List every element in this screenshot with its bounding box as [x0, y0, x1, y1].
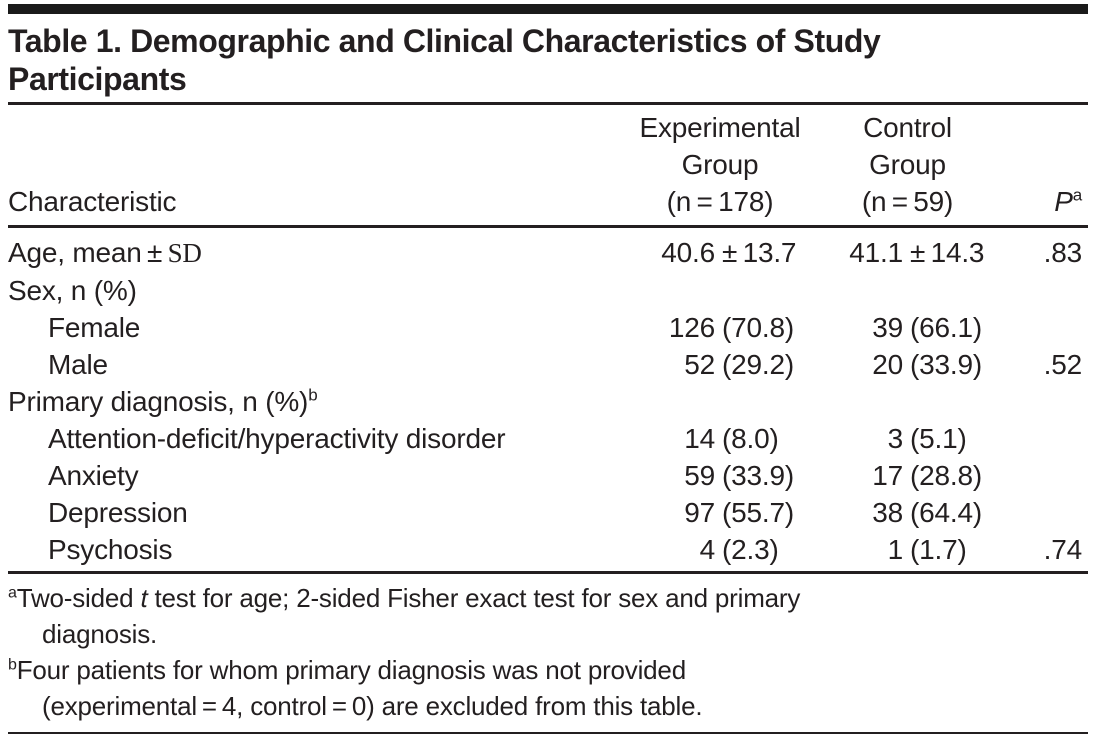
experimental-value: [620, 272, 820, 309]
control-value: 20 (33.9): [872, 349, 982, 380]
p-value: .74: [995, 531, 1088, 574]
experimental-value: 126 (70.8): [668, 312, 794, 343]
row-label: Primary diagnosis, n (%)b: [8, 385, 318, 417]
p-value: [995, 494, 1088, 531]
header-control-group: Control Group (n = 59): [820, 105, 995, 228]
experimental-value: 40.6 ± 13.7: [661, 237, 797, 268]
header-row: Characteristic Experimental Group (n = 1…: [8, 105, 1088, 228]
p-value: [995, 383, 1088, 420]
table-row-sex: Sex, n (%): [8, 272, 1088, 309]
control-value: 3 (5.1): [887, 423, 967, 454]
table-row-adhd: Attention-deficit/hyperactivity disorder…: [8, 420, 1088, 457]
title-rule: [8, 102, 1088, 105]
table-body: Age, mean ± SD 40.6 ± 13.7 41.1 ± 14.3 .83…: [8, 227, 1088, 574]
table-row-age: Age, mean ± SD 40.6 ± 13.7 41.1 ± 14.3 .83: [8, 227, 1088, 273]
p-value: [995, 309, 1088, 346]
p-value: [995, 457, 1088, 494]
experimental-value: 4 (2.3): [620, 531, 820, 574]
p-superscript-a: a: [1072, 185, 1082, 205]
experimental-value: 52 (29.2): [684, 349, 794, 380]
table-row-anxiety: Anxiety 59 (33.9) 17 (28.8): [8, 457, 1088, 494]
footnote-a-text-post: test for age; 2-sided Fisher exact test …: [42, 583, 801, 649]
row-label: Male: [48, 349, 108, 380]
demographics-table: Characteristic Experimental Group (n = 1…: [8, 105, 1088, 574]
p-label: P: [1054, 186, 1073, 217]
top-bar: [8, 4, 1088, 14]
sd-serif-text: SD: [167, 238, 202, 268]
table-row-psychosis: Psychosis 4 (2.3) 1 (1.7) .74: [8, 531, 1088, 574]
row-label: Attention-deficit/hyperactivity disorder: [48, 423, 506, 454]
footnote-a: aTwo-sided t test for age; 2-sided Fishe…: [8, 580, 1088, 652]
footnote-a-marker: a: [8, 584, 17, 602]
footnote-b: bFour patients for whom primary diagnosi…: [8, 652, 1088, 724]
control-value: 1 (1.7): [820, 531, 995, 574]
footnote-b-reference: b: [308, 385, 318, 405]
header-p-value: Pa: [995, 105, 1088, 228]
table-title: Table 1. Demographic and Clinical Charac…: [8, 23, 881, 97]
experimental-value: 59 (33.9): [684, 460, 794, 491]
p-value: [995, 272, 1088, 309]
table-header: Characteristic Experimental Group (n = 1…: [8, 105, 1088, 228]
control-value: 38 (64.4): [872, 497, 982, 528]
footnote-a-text-pre: Two-sided: [16, 583, 141, 613]
bottom-rule: [8, 732, 1088, 734]
row-label: Sex, n (%): [8, 275, 137, 306]
header-characteristic: Characteristic: [8, 105, 620, 228]
table-row-depression: Depression 97 (55.7) 38 (64.4): [8, 494, 1088, 531]
p-value: .52: [1043, 349, 1083, 380]
row-label: Female: [48, 312, 141, 343]
row-label: Psychosis: [8, 531, 620, 574]
control-value: 41.1 ± 14.3: [849, 237, 985, 268]
footnote-b-marker: b: [8, 656, 17, 674]
table-row-male: Male 52 (29.2) 20 (33.9) .52: [8, 346, 1088, 383]
control-value: [820, 272, 995, 309]
control-value: 39 (66.1): [872, 312, 982, 343]
experimental-value: 97 (55.7): [684, 497, 794, 528]
row-label: Anxiety: [48, 460, 139, 491]
table-row-primary-diagnosis: Primary diagnosis, n (%)b: [8, 383, 1088, 420]
p-value: .83: [1043, 237, 1083, 268]
footnote-a-italic-t: t: [140, 583, 148, 613]
control-value: [820, 383, 995, 420]
header-experimental-group: Experimental Group (n = 178): [620, 105, 820, 228]
experimental-value: [620, 383, 820, 420]
row-label: Depression: [48, 497, 188, 528]
footnote-b-text: Four patients for whom primary diagnosis…: [16, 655, 703, 721]
p-value: [995, 420, 1088, 457]
row-label: Age, mean ± SD: [8, 237, 202, 268]
footnotes-section: aTwo-sided t test for age; 2-sided Fishe…: [8, 574, 1088, 732]
control-value: 17 (28.8): [872, 460, 982, 491]
table-row-female: Female 126 (70.8) 39 (66.1): [8, 309, 1088, 346]
experimental-value: 14 (8.0): [684, 423, 779, 454]
